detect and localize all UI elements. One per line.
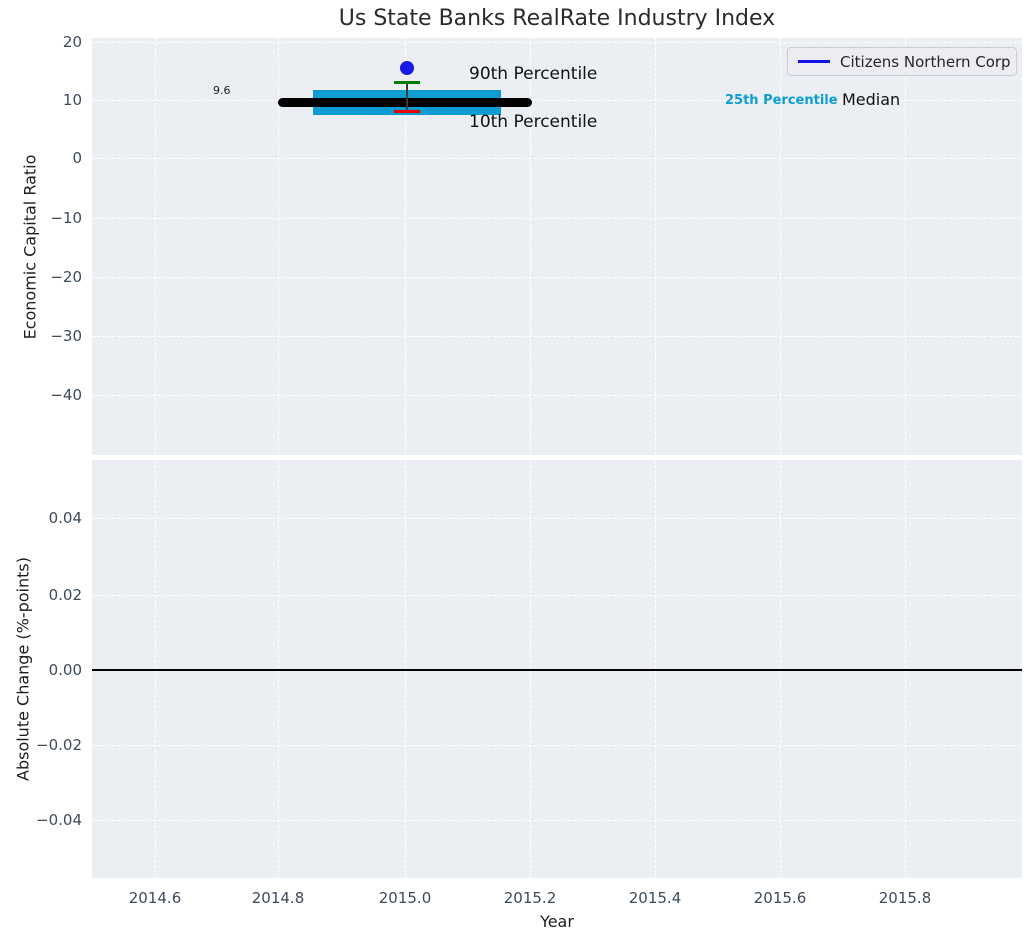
- legend-line-swatch: [798, 60, 830, 63]
- xtick-label: 2015.2: [503, 889, 557, 907]
- xtick-label: 2014.6: [128, 889, 182, 907]
- gridline-h: [92, 100, 1022, 101]
- xtick-label: 2015.4: [628, 889, 682, 907]
- top-y-axis-label: Economic Capital Ratio: [20, 154, 40, 340]
- x-axis-label: Year: [540, 912, 574, 931]
- gridline-h: [92, 336, 1022, 337]
- xtick-label: 2015.0: [378, 889, 432, 907]
- chart-title: Us State Banks RealRate Industry Index: [338, 6, 776, 31]
- gridline-h: [92, 158, 1022, 159]
- xtick-label: 2015.6: [753, 889, 807, 907]
- xtick-label: 2014.8: [251, 889, 305, 907]
- zero-reference-line: [92, 669, 1022, 671]
- median-annotation: Median: [842, 90, 901, 109]
- gridline-v: [278, 38, 279, 455]
- gridline-h: [92, 42, 1022, 43]
- ytick-label: −20: [50, 268, 82, 286]
- p90-annotation: 90th Percentile: [469, 64, 598, 84]
- ytick-label: −10: [50, 209, 82, 227]
- gridline-v: [780, 38, 781, 455]
- top-axes: 9.6 90th Percentile 10th Percentile 25th…: [92, 38, 1022, 455]
- errorbar-line: [406, 83, 408, 113]
- gridline-v: [530, 38, 531, 455]
- ytick-label: −0.02: [36, 736, 82, 754]
- ytick-label: 20: [62, 33, 82, 51]
- bottom-axes: [92, 460, 1022, 878]
- legend-label: Citizens Northern Corp: [840, 52, 1011, 71]
- ytick-label: 0.00: [48, 661, 82, 679]
- gridline-v: [155, 38, 156, 455]
- gridline-v: [405, 38, 406, 455]
- p10-annotation: 10th Percentile: [469, 112, 598, 132]
- gridline-h: [92, 595, 1022, 596]
- xtick-label: 2015.8: [878, 889, 932, 907]
- ytick-label: 0: [72, 149, 82, 167]
- gridline-h: [92, 277, 1022, 278]
- gridline-v: [905, 38, 906, 455]
- legend: Citizens Northern Corp: [787, 47, 1017, 76]
- ytick-label: 10: [62, 91, 82, 109]
- gridline-h: [92, 820, 1022, 821]
- median-value-annotation: 9.6: [213, 84, 231, 97]
- median-line: [278, 98, 532, 107]
- ytick-label: −0.04: [36, 811, 82, 829]
- gridline-h: [92, 518, 1022, 519]
- gridline-h: [92, 395, 1022, 396]
- ytick-label: −40: [50, 386, 82, 404]
- p25-annotation: 25th Percentile: [725, 93, 838, 108]
- gridline-h: [92, 218, 1022, 219]
- gridline-h: [92, 745, 1022, 746]
- ytick-label: −30: [50, 327, 82, 345]
- company-data-point: [400, 61, 414, 75]
- p10-errorbar-cap: [394, 110, 420, 113]
- ytick-label: 0.02: [48, 586, 82, 604]
- p90-errorbar-cap: [394, 81, 420, 84]
- gridline-v: [655, 38, 656, 455]
- bottom-y-axis-label: Absolute Change (%-points): [13, 557, 33, 781]
- ytick-label: 0.04: [48, 509, 82, 527]
